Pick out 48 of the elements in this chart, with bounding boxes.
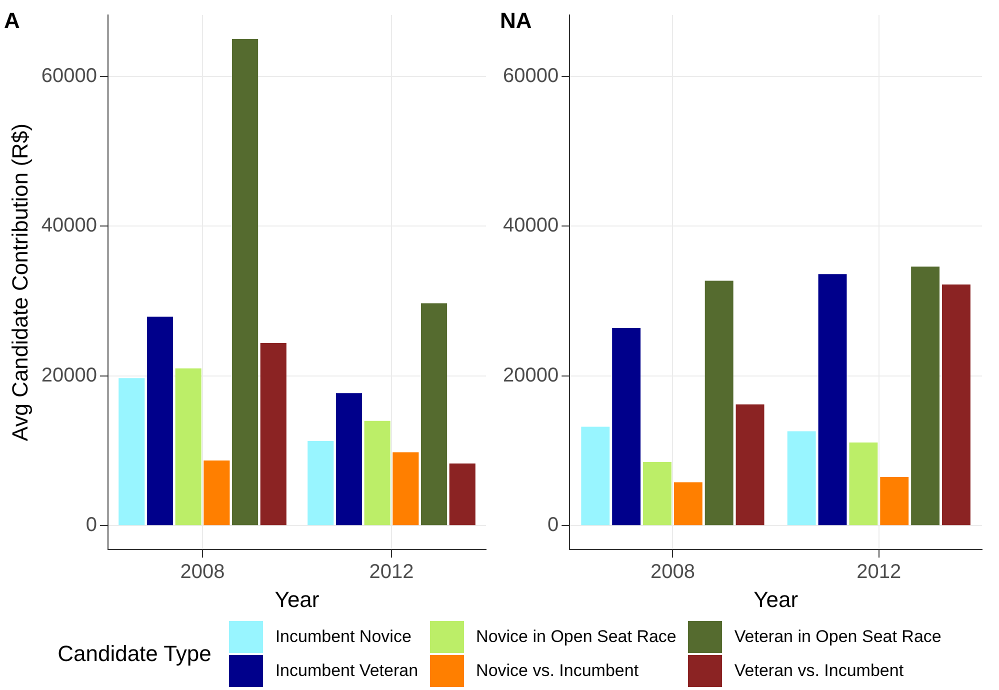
y-tick-label: 40000 <box>502 214 559 237</box>
legend-label: Novice in Open Seat Race <box>476 627 676 647</box>
legend-label: Veteran in Open Seat Race <box>734 627 942 647</box>
y-tick-label: 60000 <box>502 64 559 87</box>
bar <box>118 378 145 526</box>
legend-label: Veteran vs. Incumbent <box>734 661 904 681</box>
bar <box>704 280 734 526</box>
chart-title: A <box>4 8 20 33</box>
bar <box>911 266 940 526</box>
bar <box>581 426 610 526</box>
bar <box>674 482 702 526</box>
x-tick-label: 2012 <box>369 561 414 584</box>
chart-title: NA <box>500 8 532 33</box>
y-axis-title: Avg Candidate Contribution (R$) <box>7 124 32 442</box>
x-tick-label: 2012 <box>856 561 902 584</box>
bar <box>175 368 202 526</box>
bar <box>260 342 286 526</box>
bar <box>880 476 909 526</box>
legend-label: Incumbent Novice <box>275 627 412 647</box>
y-tick-label: 0 <box>86 514 98 536</box>
bar <box>849 442 878 526</box>
bar <box>643 462 672 526</box>
bar <box>736 404 764 526</box>
bar <box>146 316 174 526</box>
bar <box>308 441 334 526</box>
bar <box>449 463 476 526</box>
bar <box>787 431 816 526</box>
bar <box>818 274 847 526</box>
y-tick-label: 20000 <box>41 364 98 386</box>
y-tick-label: 40000 <box>41 214 98 237</box>
bar <box>204 460 230 526</box>
x-tick-label: 2008 <box>180 561 225 584</box>
bar <box>420 303 448 526</box>
y-tick-label: 60000 <box>41 64 98 87</box>
bar <box>612 328 641 526</box>
legend-label: Novice vs. Incumbent <box>476 661 639 681</box>
bar <box>232 38 258 526</box>
bar <box>392 452 419 526</box>
bar <box>364 420 390 526</box>
bar <box>942 284 970 526</box>
x-axis-title: Year <box>274 586 320 612</box>
x-tick-label: 2008 <box>650 561 695 584</box>
y-tick-label: 0 <box>547 514 559 536</box>
legend-title: Candidate Type <box>58 641 212 667</box>
bar <box>336 393 362 526</box>
x-axis-title: Year <box>754 586 798 612</box>
y-tick-label: 20000 <box>502 364 559 386</box>
legend-label: Incumbent Veteran <box>275 661 418 681</box>
